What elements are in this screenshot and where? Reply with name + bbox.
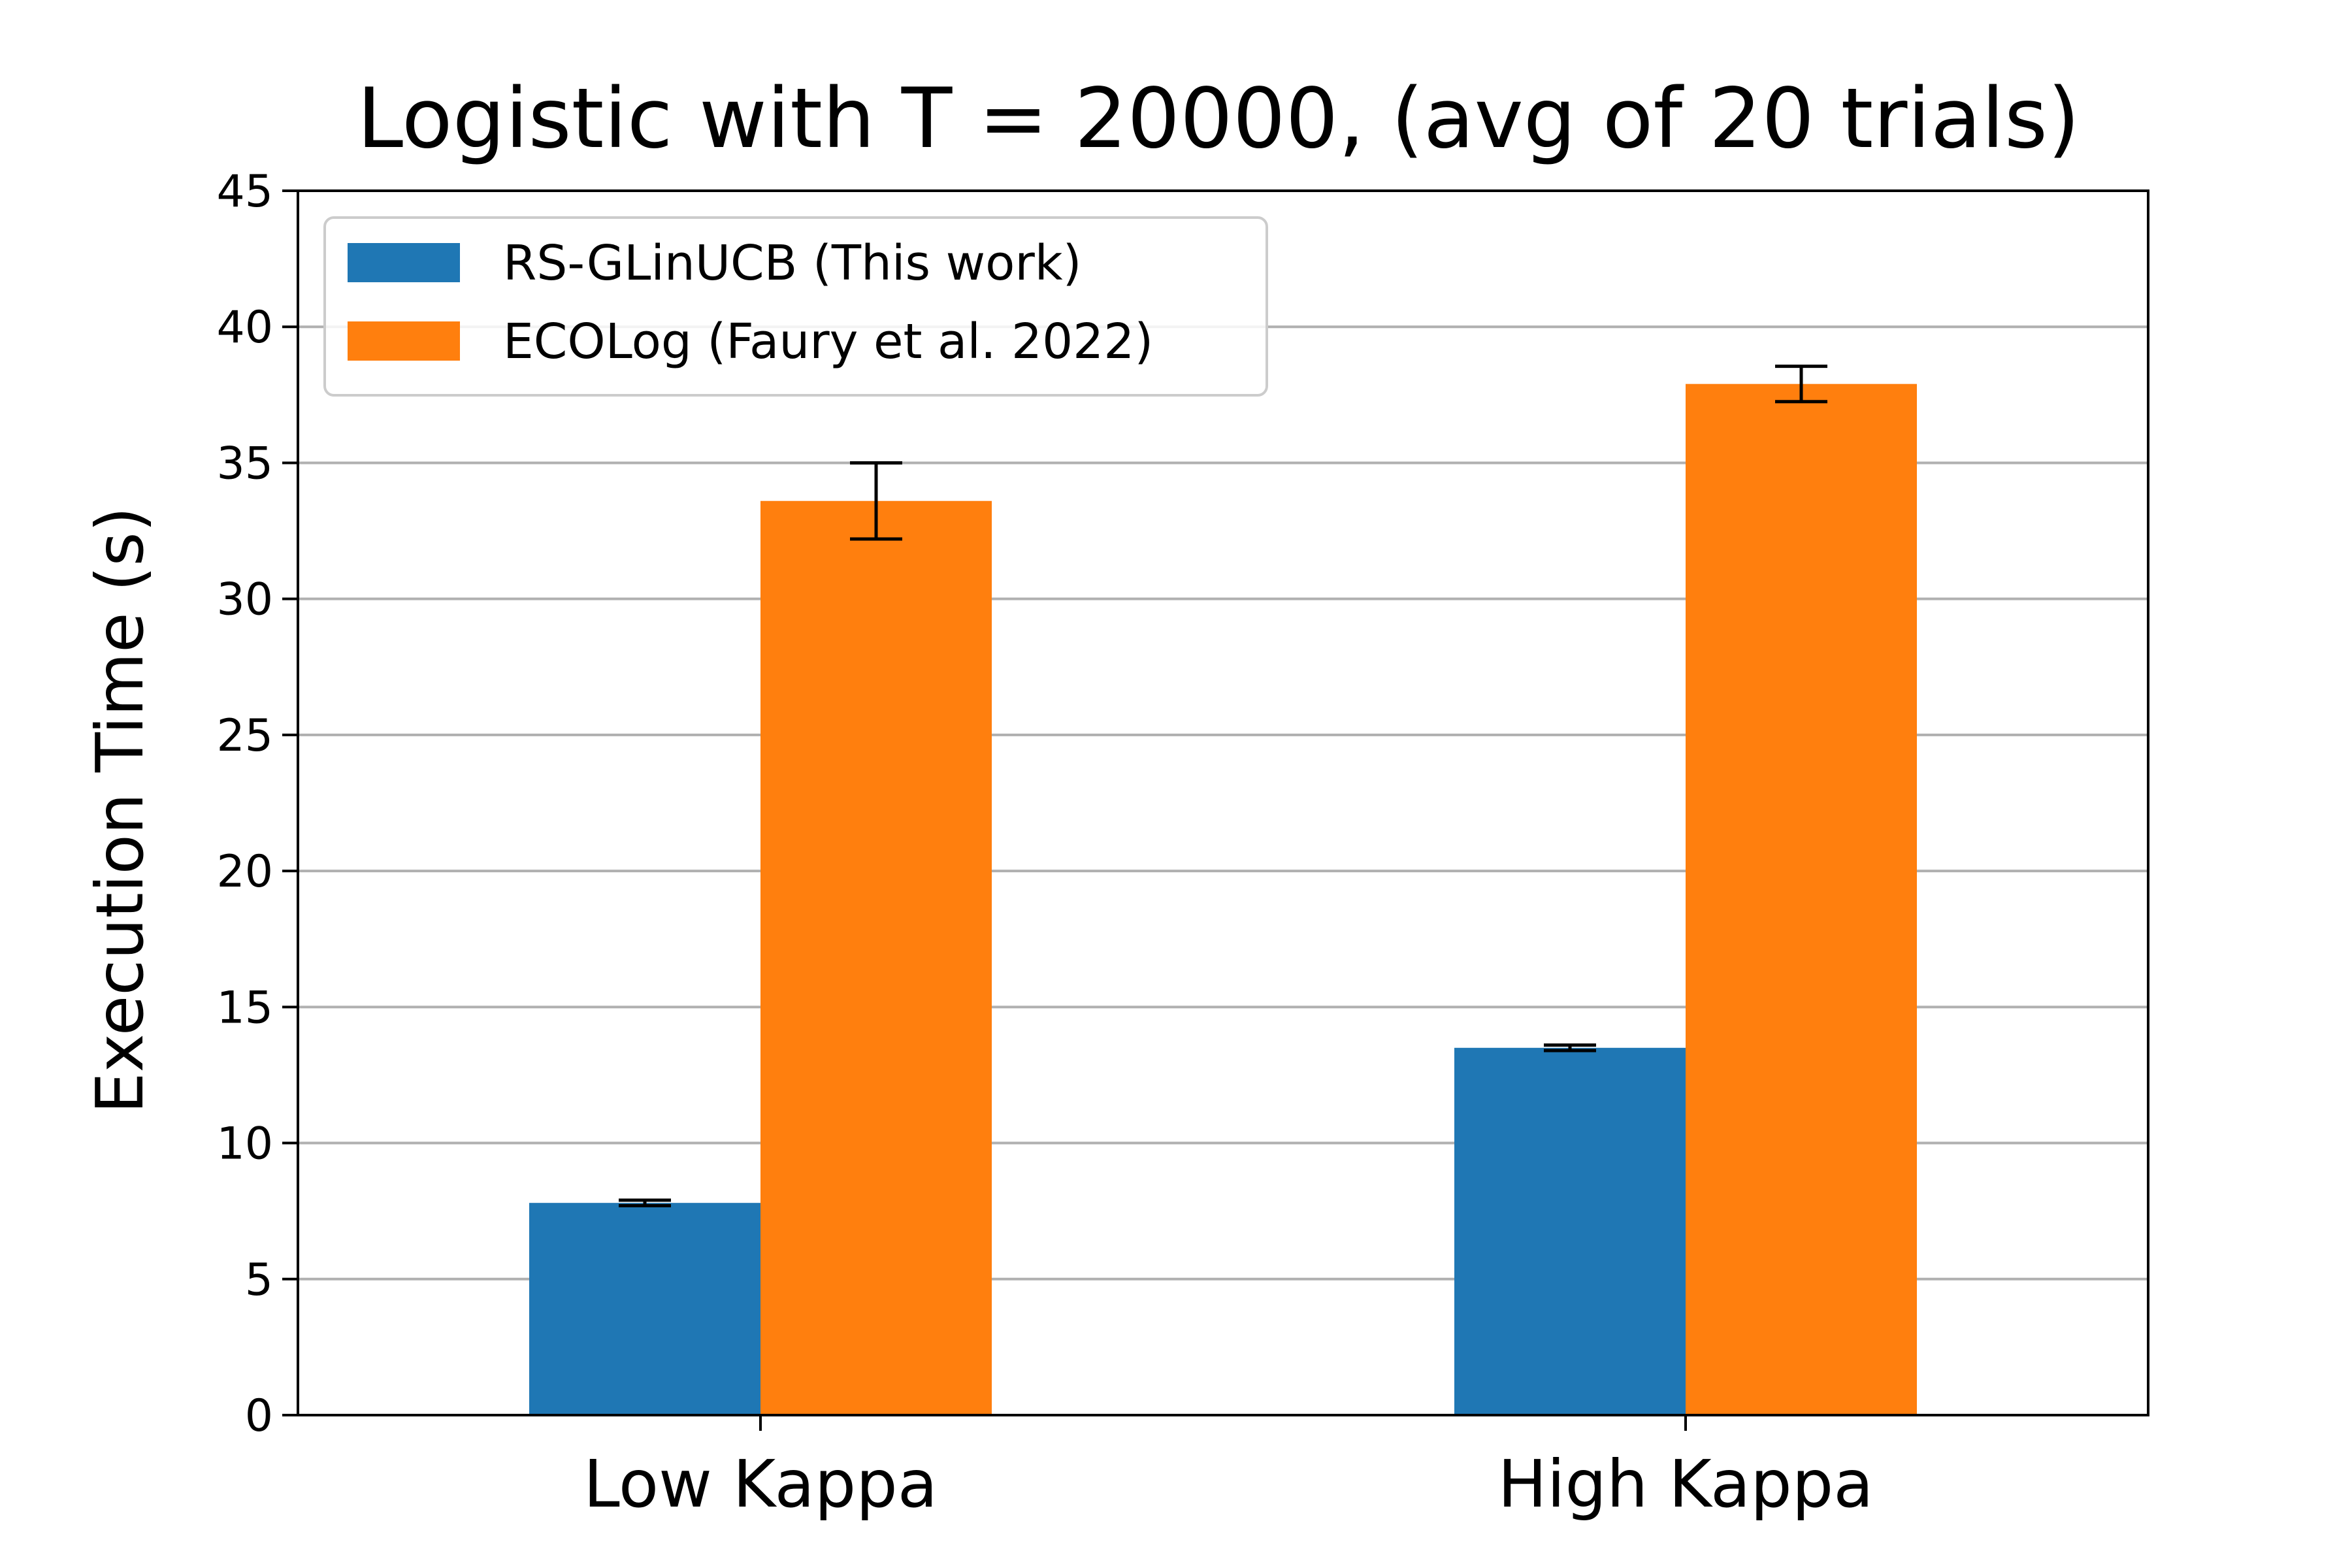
legend-label: RS-GLinUCB (This work): [503, 235, 1082, 291]
error-bars: [619, 365, 1827, 1207]
x-tick-label: High Kappa: [1498, 1446, 1874, 1522]
bar: [760, 500, 992, 1416]
y-tick-label: 40: [216, 302, 273, 353]
legend-swatch: [348, 243, 460, 282]
chart-title: Logistic with T = 20000, (avg of 20 tria…: [357, 70, 2080, 167]
x-tick-label: Low Kappa: [583, 1446, 938, 1522]
bar: [1454, 1047, 1686, 1415]
y-tick-label: 30: [216, 574, 273, 626]
legend-box: [323, 216, 1268, 397]
y-tick-label: 25: [216, 710, 273, 762]
legend-swatch: [348, 321, 460, 361]
bar: [529, 1203, 760, 1415]
legend: RS-GLinUCB (This work) ECOLog (Faury et a…: [323, 216, 1268, 397]
y-axis-label: Execution Time (s): [82, 506, 158, 1113]
gridlines: [298, 325, 2148, 1281]
bars: [529, 384, 1917, 1416]
y-tick-label: 35: [216, 438, 273, 489]
bar: [1686, 384, 1917, 1415]
y-tick-label: 20: [216, 846, 273, 898]
y-tick-label: 15: [216, 982, 273, 1034]
y-axis-ticks: 0 5 10 15 20 25 30 35 40 45: [216, 166, 298, 1442]
y-tick-label: 10: [216, 1119, 273, 1170]
plot-frame: [297, 189, 2149, 1416]
y-tick-label: 5: [245, 1254, 273, 1306]
x-axis-ticks: Low Kappa High Kappa: [583, 1415, 1874, 1522]
y-tick-label: 0: [245, 1390, 273, 1442]
y-tick-label: 45: [216, 166, 273, 218]
legend-label: ECOLog (Faury et al. 2022): [503, 314, 1153, 370]
